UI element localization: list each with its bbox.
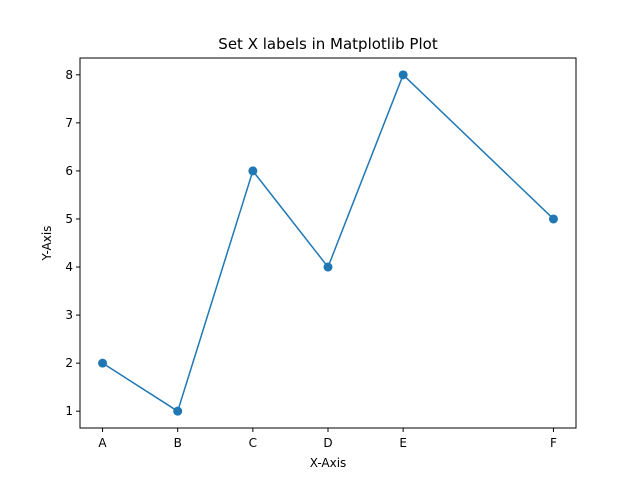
series-layer [98,70,558,416]
series-line [102,74,554,412]
y-tick-label: 3 [65,308,73,322]
plot-frame [79,57,577,429]
data-point [548,214,558,224]
y-tick-label: 2 [65,356,73,370]
y-tick-label: 8 [65,68,73,82]
x-tick-label: A [98,436,107,450]
x-tick-label: D [323,436,332,450]
y-tick-label: 4 [65,260,73,274]
chart-title: Set X labels in Matplotlib Plot [218,35,438,53]
data-point [248,166,258,176]
data-point [323,262,333,272]
y-tick-label: 7 [65,116,73,130]
y-axis-label: Y-Axis [40,226,54,262]
plot-area [80,58,576,428]
x-tick-label: B [174,436,182,450]
x-axis-label: X-Axis [310,456,347,470]
y-tick-label: 1 [65,404,73,418]
y-tick-label: 5 [65,212,73,226]
x-tick-label: C [249,436,257,450]
y-tick-label: 6 [65,164,73,178]
data-point [398,70,408,80]
y-axis-ticks: 1 2 3 4 5 6 7 8 [65,68,80,418]
x-tick-label: F [550,436,557,450]
data-point [98,358,108,368]
data-point [173,406,183,416]
x-tick-label: E [399,436,407,450]
x-axis-ticks: A B C D E F [98,428,557,450]
